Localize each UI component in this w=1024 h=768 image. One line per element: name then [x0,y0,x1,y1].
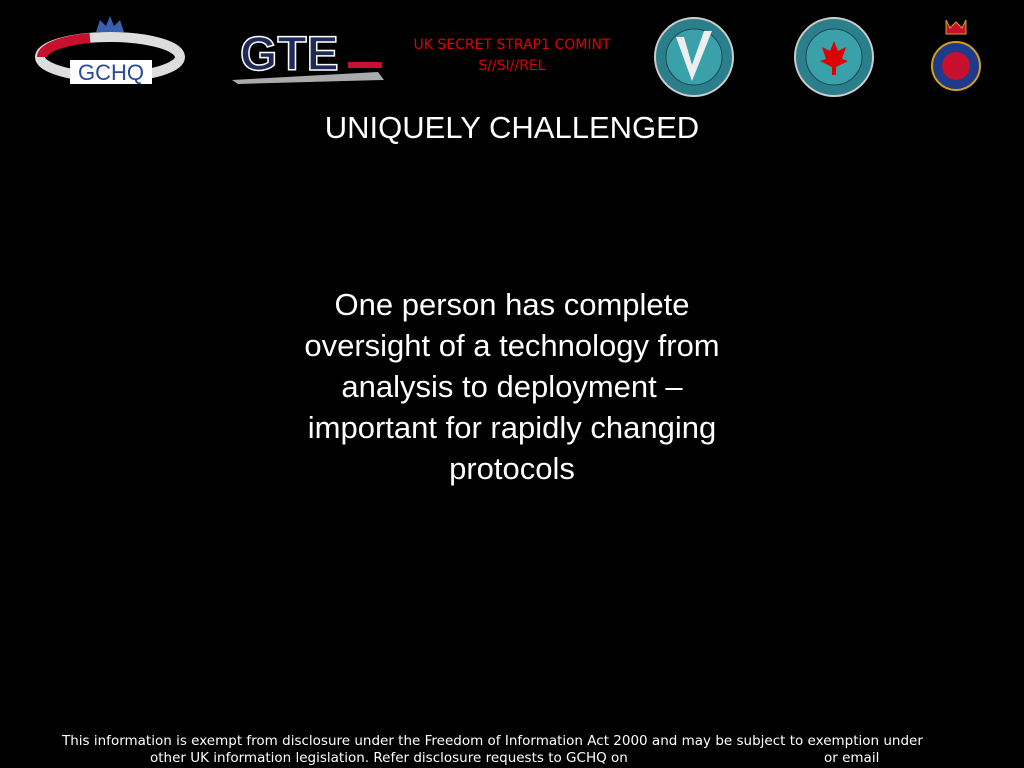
footer-text: other UK information legislation. Refer … [150,750,628,766]
body-line: oversight of a technology from [304,328,720,363]
body-line: One person has complete [334,287,690,322]
classification: UK SECRET STRAP1 COMINT [413,37,611,53]
body-line: important for rapidly changing [307,410,717,445]
footer-text: or email [824,750,880,766]
slide-body: One person has complete oversight of a t… [212,284,812,489]
seal-maple [794,17,874,97]
slide-title: UNIQUELY CHALLENGED [324,110,700,145]
body-line: protocols [449,451,575,486]
seal-v [654,17,734,97]
gte-text: GTE [240,28,339,81]
gchq-text: GCHQ [78,60,144,85]
gte-logo: GTE [232,27,384,84]
crest [931,19,981,91]
classification: S//SI//REL [478,58,546,74]
body-line: analysis to deployment – [341,369,683,404]
footer-text: This information is exempt from disclosu… [62,733,923,749]
gchq-logo: GCHQ [35,16,185,85]
